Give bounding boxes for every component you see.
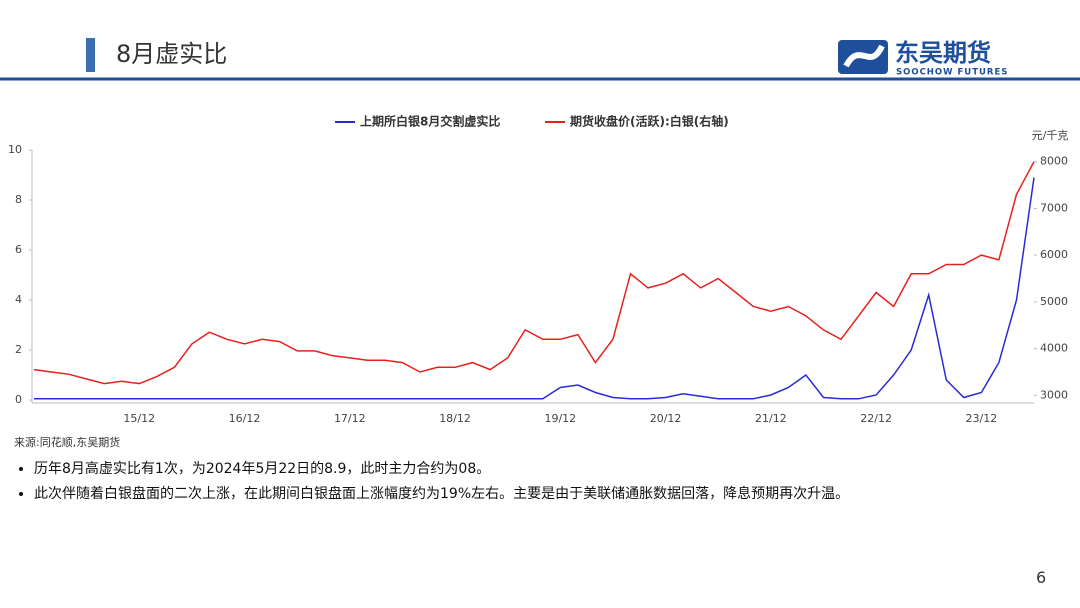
x-tick-label: 20/12 [650,412,682,425]
x-tick-label: 15/12 [123,412,155,425]
x-tick-label: 16/12 [229,412,261,425]
bullet: 此次伴随着白银盘面的二次上涨，在此期间白银盘面上涨幅度约为19%左右。主要是由于… [34,483,1080,503]
slide-title: 8月虚实比 [116,40,228,68]
y-tick-label: 4 [15,293,22,306]
y2-tick-label: 5000 [1040,295,1068,308]
x-tick-label: 21/12 [755,412,787,425]
y2-tick-label: 3000 [1040,388,1068,401]
y2-tick-label: 4000 [1040,342,1068,355]
y2-tick-label: 8000 [1040,155,1068,168]
y-tick-label: 8 [15,193,22,206]
y-tick-label: 6 [15,243,22,256]
x-tick-label: 23/12 [966,412,998,425]
logo-mark [838,40,888,74]
source: 来源:同花顺,东吴期货 [14,436,121,449]
page-number: 6 [1036,568,1047,587]
x-tick-label: 18/12 [439,412,471,425]
y2-tick-label: 6000 [1040,248,1068,261]
series-line [33,161,1035,385]
y2-unit: 元/千克 [1032,129,1069,142]
logo-cn: 东吴期货 [895,39,991,67]
logo-en: SOOCHOW FUTURES [896,68,1008,78]
legend-label: 期货收盘价(活跃):白银(右轴) [570,114,729,129]
bullet: 历年8月高虚实比有1次，为2024年5月22日的8.9，此时主力合约为08。 [34,458,1080,478]
bullets: 历年8月高虚实比有1次，为2024年5月22日的8.9，此时主力合约为08。 此… [14,458,1080,508]
y2-tick-label: 7000 [1040,201,1068,214]
y-tick-label: 2 [15,343,22,356]
x-tick-label: 19/12 [544,412,576,425]
title-bar [86,38,95,72]
y-tick-label: 10 [8,143,22,156]
x-tick-label: 22/12 [860,412,892,425]
y-tick-label: 0 [15,393,22,406]
x-tick-label: 17/12 [334,412,366,425]
series-line [34,177,1035,400]
legend-label: 上期所白银8月交割虚实比 [360,114,500,129]
